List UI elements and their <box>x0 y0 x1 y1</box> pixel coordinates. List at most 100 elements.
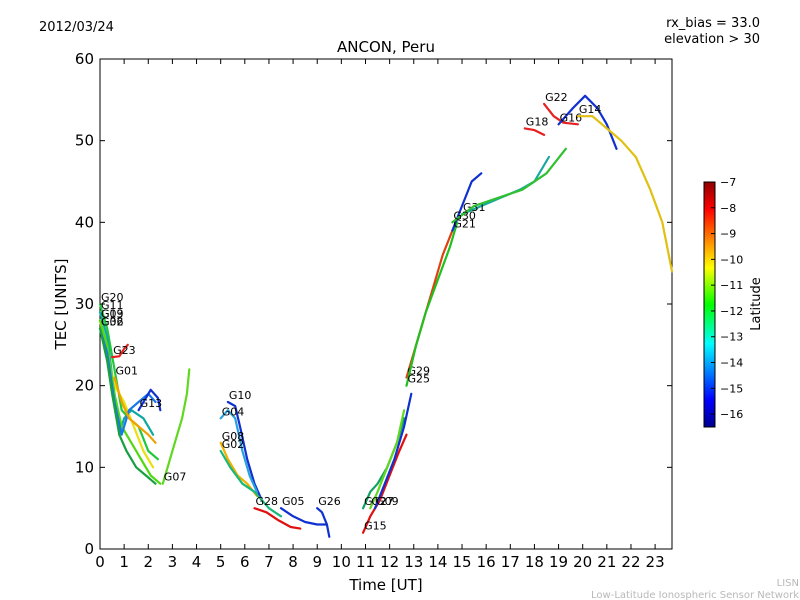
series-line-g25 <box>405 221 459 387</box>
series-g10: G10 <box>226 389 263 502</box>
x-tick-label: 8 <box>288 553 298 571</box>
x-tick-label: 9 <box>312 553 322 571</box>
colorbar-tick-label: −12 <box>720 305 743 318</box>
series-g14: G14 <box>576 103 674 273</box>
series-label-g26: G26 <box>318 495 341 508</box>
series-line-g22 <box>543 102 579 126</box>
x-tick-label: 0 <box>95 553 105 571</box>
series-line-g14 <box>576 115 674 273</box>
x-tick-label: 10 <box>332 553 351 571</box>
series-label-g22: G22 <box>545 91 568 104</box>
x-tick-label: 12 <box>380 553 399 571</box>
x-tick-label: 16 <box>477 553 496 571</box>
series-g26: G26 <box>316 495 341 538</box>
series-g32: G32 <box>98 316 157 485</box>
series-line-g26 <box>316 507 331 538</box>
series-line-g23 <box>111 343 129 359</box>
series-g27: G27 <box>369 409 406 510</box>
x-tick-label: 6 <box>240 553 250 571</box>
series-label-g23: G23 <box>113 344 136 357</box>
x-tick-label: 2 <box>143 553 153 571</box>
series-line-g05 <box>279 507 328 526</box>
series-label-g05: G05 <box>282 495 305 508</box>
series-label-g14: G14 <box>579 103 602 116</box>
x-tick-label: 22 <box>621 553 640 571</box>
series-g20: G20 <box>98 291 159 461</box>
colorbar-tick-label: −13 <box>720 331 743 344</box>
x-tick-label: 23 <box>646 553 665 571</box>
series-line-g20 <box>98 302 159 461</box>
series-line-g04 <box>219 409 258 493</box>
series-line-g30 <box>451 147 567 224</box>
y-tick-label: 60 <box>75 50 94 68</box>
series-g30: G30 <box>451 147 567 224</box>
elevation-label: elevation > 30 <box>664 32 760 47</box>
series-g18: G18 <box>523 115 549 136</box>
date-label: 2012/03/24 <box>39 20 114 35</box>
series-g02: G02 <box>219 438 283 518</box>
series-g01: G01 <box>113 365 157 444</box>
series-label-g06: G06 <box>101 316 124 329</box>
series-line-g10 <box>226 400 263 502</box>
y-tick-label: 20 <box>75 377 94 395</box>
x-tick-label: 5 <box>216 553 226 571</box>
x-tick-label: 20 <box>573 553 592 571</box>
colorbar-tick-label: −16 <box>720 408 743 421</box>
x-tick-label: 18 <box>525 553 544 571</box>
colorbar-tick-label: −15 <box>720 382 743 395</box>
series-line-g18 <box>523 127 546 136</box>
y-tick-label: 30 <box>75 295 94 313</box>
series-label-g18: G18 <box>526 115 549 128</box>
series-label-g20: G20 <box>101 291 124 304</box>
colorbar-tick-label: −11 <box>720 279 743 292</box>
x-tick-label: 7 <box>264 553 274 571</box>
series-layer: G20G11G19G03G06G32G23G01G13G07G10G04G08G… <box>98 91 674 538</box>
series-g15: G15 <box>362 433 408 534</box>
colorbar-tick-label: −8 <box>720 202 736 215</box>
series-label-g30: G30 <box>453 209 476 222</box>
series-line-g09 <box>374 392 413 510</box>
series-g22: G22 <box>543 91 579 126</box>
series-label-g02: G02 <box>222 438 245 451</box>
y-tick-label: 0 <box>84 540 94 558</box>
series-line-g13 <box>137 388 162 412</box>
series-g03: G03 <box>98 307 162 485</box>
y-tick-label: 10 <box>75 458 94 476</box>
chart-title: ANCON, Peru <box>337 38 435 56</box>
series-label-g07: G07 <box>164 471 187 484</box>
series-line-g03 <box>98 319 162 485</box>
series-label-g25: G25 <box>408 373 431 386</box>
series-g25: G25 <box>405 221 459 387</box>
x-tick-label: 13 <box>404 553 423 571</box>
colorbar <box>703 181 716 428</box>
colorbar-tick-label: −7 <box>720 176 736 189</box>
x-tick-label: 14 <box>428 553 447 571</box>
series-label-g11: G11 <box>101 299 124 312</box>
series-g05: G05 <box>279 495 328 526</box>
series-label-g21: G21 <box>453 218 476 231</box>
footer-lisn: LISN <box>777 578 799 589</box>
series-label-g32: G32 <box>101 316 124 329</box>
footer-network: Low-Latitude Ionospheric Sensor Network <box>591 590 799 600</box>
series-label-g10: G10 <box>229 389 252 402</box>
x-tick-label: 21 <box>597 553 616 571</box>
series-label-g01: G01 <box>116 365 139 378</box>
series-g13: G13 <box>137 388 162 412</box>
colorbar-ticks: −7 −8 −9 −10 −11 −12 −13 −14 −15 −16 <box>711 176 743 421</box>
x-axis-label: Time [UT] <box>348 576 422 594</box>
x-tick-label: 19 <box>549 553 568 571</box>
series-label-g03: G03 <box>101 307 124 320</box>
series-label-g16: G16 <box>560 111 583 124</box>
series-label-g19: G19 <box>101 307 124 320</box>
x-tick-label: 4 <box>192 553 202 571</box>
series-line-g07 <box>161 368 191 485</box>
series-line-g32 <box>98 327 157 485</box>
series-label-g04: G04 <box>222 405 245 418</box>
colorbar-tick-label: −14 <box>720 357 743 370</box>
series-label-g28: G28 <box>256 495 279 508</box>
series-line-g15 <box>362 433 408 534</box>
colorbar-tick-label: −10 <box>720 253 743 266</box>
series-g28: G28 <box>253 495 302 530</box>
series-line-g02 <box>219 449 283 518</box>
